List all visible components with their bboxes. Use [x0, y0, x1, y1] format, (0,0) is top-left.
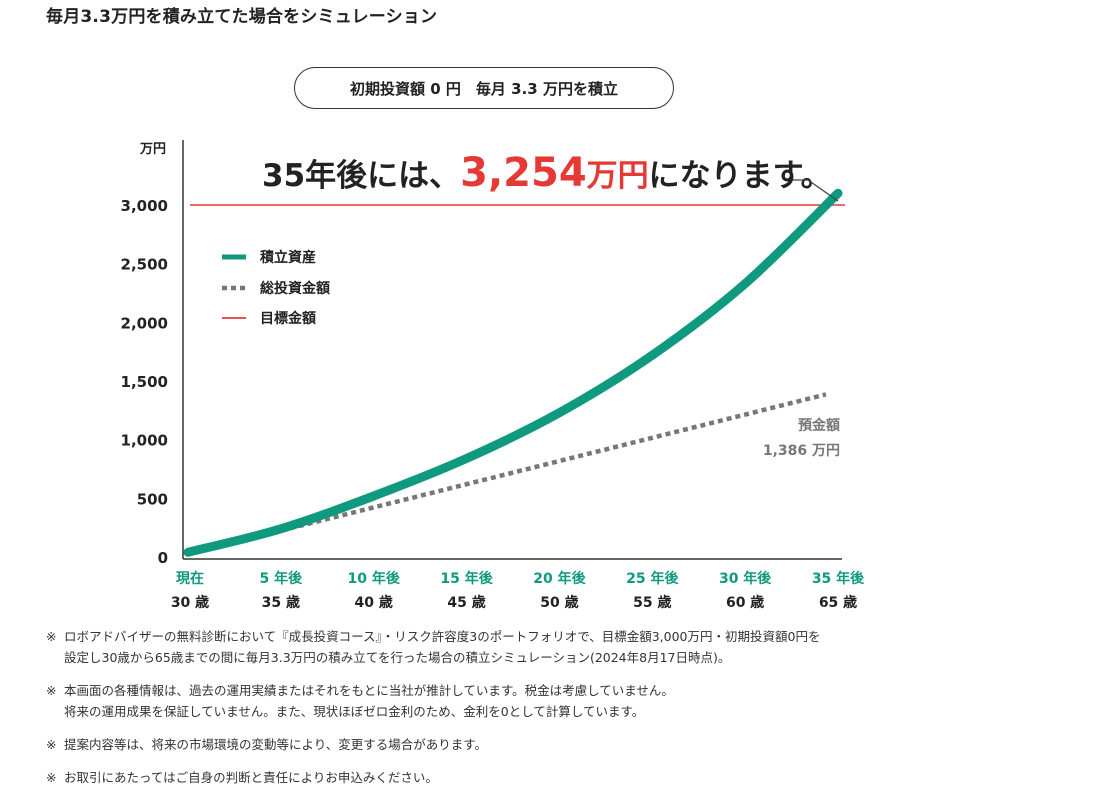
deposit-label: 預金額 — [798, 417, 840, 434]
y-tick-label: 2,500 — [121, 256, 168, 274]
note-line: 本画面の各種情報は、過去の運用実績またはそれをもとに当社が推計しています。税金は… — [64, 683, 674, 698]
x-age-label: 45 歳 — [447, 594, 485, 611]
headline-suffix: になります。 — [649, 158, 832, 194]
headline-unit: 万円 — [587, 158, 649, 194]
simulation-chart: 万円 0 500 1,000 1,500 2,000 2,500 3,000 現在 30 歳 5 年… — [121, 140, 865, 611]
deposit-value: 1,386 万円 — [763, 443, 840, 459]
note-mark: ※ — [46, 629, 57, 644]
legend-label: 目標金額 — [260, 310, 316, 327]
headline-annotation: 35年後には、3,254万円になります。 — [262, 150, 832, 196]
x-tick-label: 35 年後 — [812, 570, 865, 587]
x-age-label: 35 歳 — [262, 594, 300, 611]
y-tick-label: 2,000 — [121, 314, 168, 332]
notes: ※ ロボアドバイザーの無料診断において『成長投資コース』・リスク許容度3のポート… — [46, 626, 1046, 800]
note-line: 将来の運用成果を保証していません。また、現状ほぼゼロ金利のため、金利を0として計… — [64, 704, 645, 719]
x-age-label: 40 歳 — [355, 594, 393, 611]
series-line-assets — [183, 188, 843, 557]
note-line: お取引にあたってはご自身の判断と責任によりお申込みください。 — [64, 770, 438, 785]
y-tick-label: 1,500 — [121, 373, 168, 391]
page-title: 毎月3.3万円を積み立てた場合をシミュレーション — [46, 7, 438, 27]
legend-label: 積立資産 — [259, 249, 316, 266]
x-tick-label: 25 年後 — [626, 570, 679, 587]
x-age-label: 60 歳 — [726, 594, 764, 611]
headline-amount: 3,254 — [460, 150, 587, 196]
x-tick-label: 現在 — [176, 570, 204, 587]
note-item: ※ お取引にあたってはご自身の判断と責任によりお申込みください。 — [46, 767, 1046, 788]
x-age-label: 50 歳 — [540, 594, 578, 611]
x-tick-label: 5 年後 — [260, 570, 304, 587]
y-tick-label: 1,000 — [121, 432, 168, 450]
note-item: ※ ロボアドバイザーの無料診断において『成長投資コース』・リスク許容度3のポート… — [46, 626, 1046, 668]
x-age-label: 55 歳 — [633, 594, 671, 611]
headline-leader-line — [793, 179, 839, 202]
note-mark: ※ — [46, 770, 57, 785]
y-tick-label: 3,000 — [121, 197, 168, 215]
x-age-label: 65 歳 — [819, 594, 857, 611]
note-line: 設定し30歳から65歳までの間に毎月3.3万円の積み立てを行った場合の積立シミュ… — [64, 650, 731, 665]
y-tick-label: 500 — [137, 490, 168, 508]
y-unit-label: 万円 — [139, 142, 166, 157]
x-tick-label: 20 年後 — [533, 570, 586, 587]
x-age-label: 30 歳 — [171, 594, 209, 611]
headline-prefix: 35年後には、 — [262, 158, 460, 194]
note-line: ロボアドバイザーの無料診断において『成長投資コース』・リスク許容度3のポートフォ… — [64, 629, 821, 644]
x-tick-label: 30 年後 — [719, 570, 772, 587]
note-item: ※ 提案内容等は、将来の市場環境の変動等により、変更する場合があります。 — [46, 734, 1046, 755]
note-line: 提案内容等は、将来の市場環境の変動等により、変更する場合があります。 — [64, 737, 488, 752]
note-item: ※ 本画面の各種情報は、過去の運用実績またはそれをもとに当社が推計しています。税… — [46, 680, 1046, 722]
legend-label: 総投資金額 — [260, 280, 330, 297]
x-tick-label: 15 年後 — [440, 570, 493, 587]
note-mark: ※ — [46, 683, 57, 698]
x-tick-label: 10 年後 — [348, 570, 401, 587]
y-tick-label: 0 — [158, 549, 168, 567]
note-mark: ※ — [46, 737, 57, 752]
condition-pill: 初期投資額 0 円 毎月 3.3 万円を積立 — [294, 67, 674, 109]
